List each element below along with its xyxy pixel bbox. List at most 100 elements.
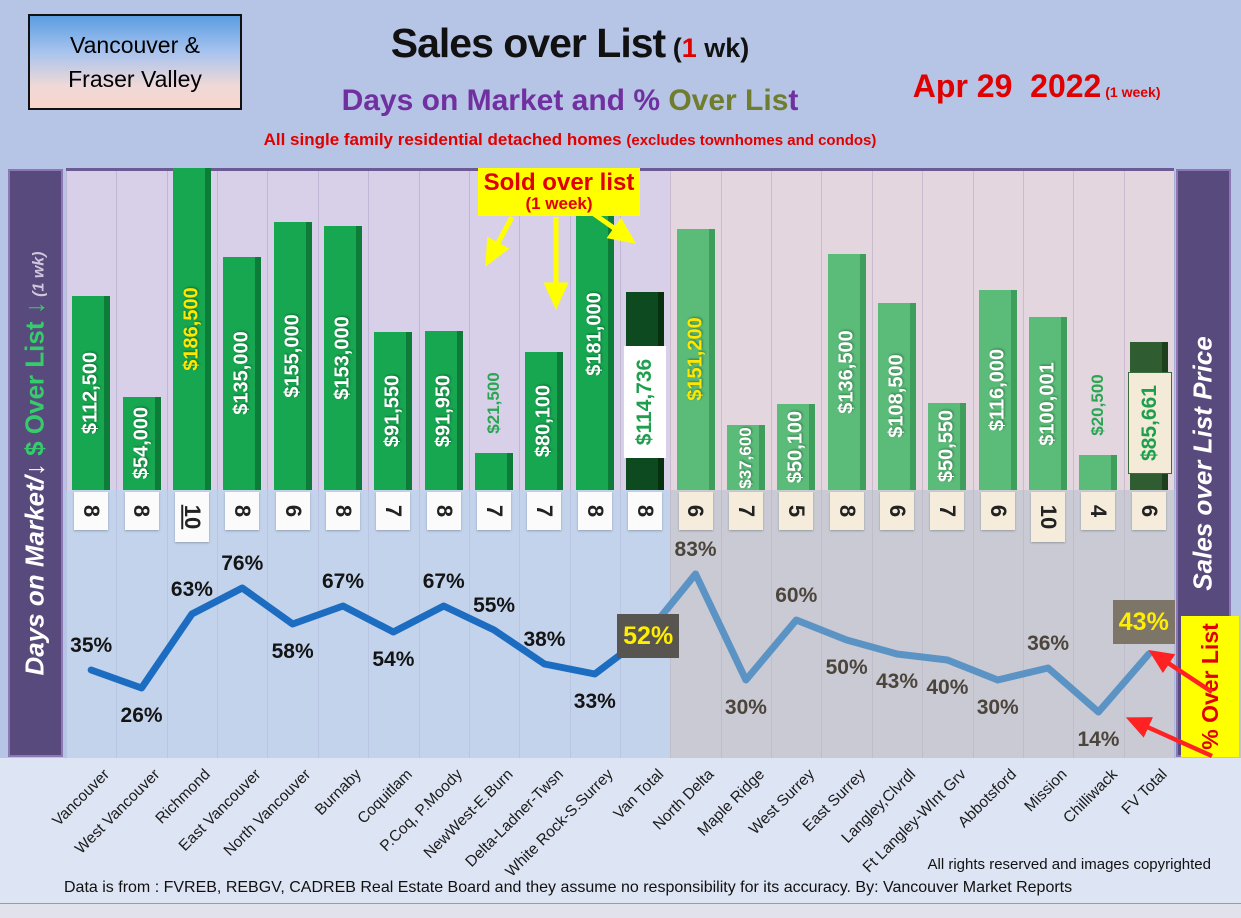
bar-Coquitlam bbox=[374, 331, 413, 490]
days-on-market-box: 7 bbox=[728, 492, 763, 530]
pct-value-label: 36% bbox=[1027, 632, 1070, 655]
plot-gridline bbox=[217, 490, 219, 758]
subtitle-green: Over Lis bbox=[668, 84, 789, 117]
bar-value-label: $112,500 bbox=[79, 351, 102, 435]
bar-North Vancouver bbox=[273, 222, 312, 490]
days-on-market-box: 8 bbox=[628, 492, 663, 530]
plot-gridline bbox=[368, 171, 370, 490]
total-value-box: $85,661 bbox=[1127, 372, 1172, 474]
pct-value-label: 67% bbox=[321, 570, 365, 593]
pct-value-label: 50% bbox=[825, 656, 868, 679]
plot-gridline bbox=[972, 490, 974, 758]
right-axis-label: Sales over List Price bbox=[1188, 335, 1218, 591]
plot-gridline bbox=[1123, 171, 1125, 490]
region-line2: Fraser Valley bbox=[68, 66, 202, 92]
bar-West Surrey bbox=[777, 403, 816, 490]
page-subtitle: Days on Market and % Over List bbox=[270, 84, 870, 118]
bar-Burnaby bbox=[324, 225, 362, 490]
days-on-market-value: 8 bbox=[230, 504, 256, 518]
plot-gridline bbox=[66, 171, 67, 490]
plot-gridline bbox=[922, 171, 924, 490]
days-on-market-value: 8 bbox=[331, 504, 356, 518]
bar-value-label: $135,000 bbox=[230, 331, 253, 416]
bar-value-label: $136,500 bbox=[835, 330, 858, 414]
days-on-market-box: 8 bbox=[225, 492, 260, 530]
days-on-market-value: 7 bbox=[482, 504, 508, 518]
days-on-market-value: 6 bbox=[885, 504, 910, 518]
callout-line1: Sold over list bbox=[483, 168, 635, 196]
plot-gridline bbox=[620, 171, 621, 490]
pct-value-label: 35% bbox=[70, 634, 113, 657]
bar-value-label: $108,500 bbox=[885, 354, 908, 439]
source-note: Data is from : FVREB, REBGV, CADREB Real… bbox=[64, 879, 1073, 896]
tagline-paren: (excludes townhomes and condos) bbox=[626, 132, 877, 149]
pct-value-box: 52% bbox=[617, 614, 680, 658]
days-on-market-box: 8 bbox=[426, 492, 461, 530]
bar-value-label: $186,500 bbox=[180, 287, 203, 371]
days-on-market-box: 7 bbox=[930, 492, 965, 530]
title-paren-close: wk) bbox=[696, 33, 750, 63]
plot-gridline bbox=[116, 171, 118, 490]
plot-gridline bbox=[1073, 490, 1075, 758]
bar-Vancouver bbox=[72, 295, 111, 490]
bar-value-label: $54,000 bbox=[130, 407, 153, 480]
days-on-market-box: 10 bbox=[1031, 492, 1066, 542]
total-value-box: $114,736 bbox=[624, 346, 667, 458]
bar-East Vancouver bbox=[223, 256, 262, 490]
pct-value-label: 76% bbox=[221, 552, 264, 575]
days-on-market-value: 10 bbox=[179, 504, 205, 530]
plot-gridline bbox=[972, 171, 974, 490]
date-text: Apr 29 2022 bbox=[912, 68, 1102, 104]
bar-Maple Ridge bbox=[726, 425, 765, 490]
plot-gridline bbox=[267, 171, 269, 490]
days-on-market-box: 8 bbox=[74, 492, 109, 530]
days-on-market-value: 7 bbox=[532, 504, 558, 518]
report-date: Apr 29 2022 (1 week) bbox=[895, 50, 1240, 123]
pct-value-box: 43% bbox=[1112, 600, 1175, 644]
days-on-market-value: 8 bbox=[431, 504, 457, 518]
title-paren-open: ( bbox=[665, 33, 682, 63]
days-on-market-value: 6 bbox=[683, 504, 709, 518]
pct-value-label: 60% bbox=[775, 584, 818, 607]
pct-over-list-callout: % Over List bbox=[1181, 616, 1239, 757]
bar-P.Coq, P.Moody bbox=[424, 331, 463, 490]
days-on-market-box: 4 bbox=[1081, 492, 1116, 530]
days-on-market-value: 4 bbox=[1086, 504, 1112, 518]
region-line1: Vancouver & bbox=[70, 31, 200, 58]
plot-gridline bbox=[368, 490, 370, 758]
bar-Delta-Ladner-Twsn bbox=[525, 351, 564, 490]
tagline-main: All single family residential detached h… bbox=[263, 130, 627, 149]
rights-note: All rights reserved and images copyright… bbox=[927, 856, 1211, 873]
pct-value-label: 33% bbox=[573, 690, 616, 713]
bottom-strip bbox=[0, 903, 1241, 918]
days-on-market-box: 10 bbox=[174, 492, 209, 542]
bar-Mission bbox=[1029, 317, 1068, 490]
pct-value-label: 43% bbox=[875, 670, 919, 693]
pct-value-label: 40% bbox=[926, 676, 969, 699]
bar-value-label: $91,550 bbox=[381, 374, 404, 448]
bar-value-label: $80,100 bbox=[532, 384, 555, 457]
days-on-market-box: 5 bbox=[779, 492, 814, 530]
plot-gridline bbox=[821, 490, 823, 758]
days-on-market-box: 8 bbox=[326, 492, 360, 530]
plot-gridline bbox=[166, 171, 168, 490]
days-on-market-box: 6 bbox=[880, 492, 914, 530]
bar-value-label: $50,550 bbox=[935, 410, 958, 483]
pct-value-label: 55% bbox=[473, 594, 516, 617]
pct-value-label: 30% bbox=[724, 696, 767, 719]
down-arrow-icon: ↓ bbox=[20, 300, 51, 314]
bar-value-label: $50,100 bbox=[784, 410, 807, 483]
days-on-market-value: 7 bbox=[381, 504, 407, 518]
days-on-market-box: 7 bbox=[376, 492, 411, 530]
plot-gridline bbox=[519, 490, 521, 758]
days-on-market-box: 7 bbox=[477, 492, 512, 530]
left-axis-green: $ Over List bbox=[20, 313, 51, 463]
days-on-market-box: 8 bbox=[124, 492, 159, 530]
total-value-label: $114,736 bbox=[633, 358, 657, 446]
bar-value-label: $155,000 bbox=[281, 314, 304, 398]
pct-value-label: 26% bbox=[120, 704, 163, 727]
pct-value-label: 58% bbox=[271, 640, 314, 663]
days-on-market-value: 6 bbox=[1136, 504, 1162, 518]
plot-gridline bbox=[519, 171, 521, 490]
